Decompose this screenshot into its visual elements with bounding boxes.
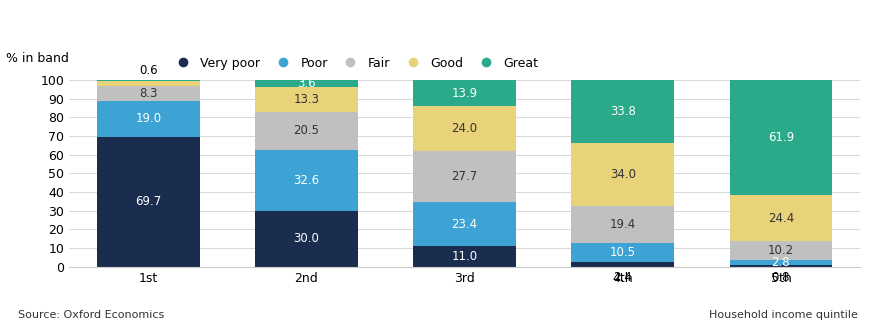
Text: 24.0: 24.0 — [452, 122, 478, 135]
Bar — [97, 86, 200, 101]
Text: Source: Oxford Economics: Source: Oxford Economics — [18, 310, 164, 320]
Bar — [571, 262, 674, 267]
Text: 2.8: 2.8 — [772, 256, 790, 269]
Bar — [97, 80, 200, 81]
Bar — [730, 260, 832, 265]
Text: % in band: % in band — [6, 52, 69, 65]
Bar — [97, 137, 200, 267]
Bar — [255, 150, 358, 211]
Bar — [413, 203, 516, 246]
Bar — [413, 246, 516, 267]
Text: 23.4: 23.4 — [452, 218, 478, 231]
Text: 11.0: 11.0 — [452, 250, 478, 263]
Text: 13.3: 13.3 — [293, 93, 319, 106]
Text: 0.6: 0.6 — [139, 64, 158, 77]
Text: 69.7: 69.7 — [136, 195, 162, 208]
Text: 30.0: 30.0 — [293, 232, 319, 245]
Text: 33.8: 33.8 — [610, 105, 636, 118]
Text: 24.4: 24.4 — [767, 212, 794, 225]
Bar — [571, 206, 674, 243]
Text: Household income quintile: Household income quintile — [709, 310, 858, 320]
Text: 61.9: 61.9 — [767, 131, 794, 144]
Text: 3.6: 3.6 — [298, 77, 316, 90]
Bar — [413, 151, 516, 203]
Bar — [730, 196, 832, 241]
Bar — [571, 243, 674, 262]
Bar — [730, 265, 832, 267]
Bar — [255, 211, 358, 267]
Text: 19.4: 19.4 — [610, 218, 636, 231]
Bar — [730, 241, 832, 260]
Text: 27.7: 27.7 — [452, 170, 478, 183]
Bar — [255, 87, 358, 112]
Text: 34.0: 34.0 — [610, 168, 636, 181]
Bar — [413, 106, 516, 151]
Text: 13.9: 13.9 — [452, 87, 478, 100]
Bar — [571, 80, 674, 143]
Text: 0.8: 0.8 — [772, 271, 790, 284]
Text: 32.6: 32.6 — [293, 174, 319, 187]
Bar — [571, 143, 674, 206]
Text: 19.0: 19.0 — [136, 112, 161, 125]
Text: 20.5: 20.5 — [293, 124, 319, 137]
Legend: Very poor, Poor, Fair, Good, Great: Very poor, Poor, Fair, Good, Great — [171, 57, 538, 69]
Text: 2.4: 2.4 — [613, 271, 632, 284]
Bar — [730, 80, 832, 196]
Text: 10.5: 10.5 — [610, 246, 636, 259]
Bar — [97, 81, 200, 86]
Bar — [97, 101, 200, 137]
Text: 8.3: 8.3 — [139, 87, 158, 100]
Bar — [255, 112, 358, 150]
Bar — [255, 80, 358, 87]
Text: 10.2: 10.2 — [768, 244, 794, 257]
Bar — [413, 80, 516, 106]
